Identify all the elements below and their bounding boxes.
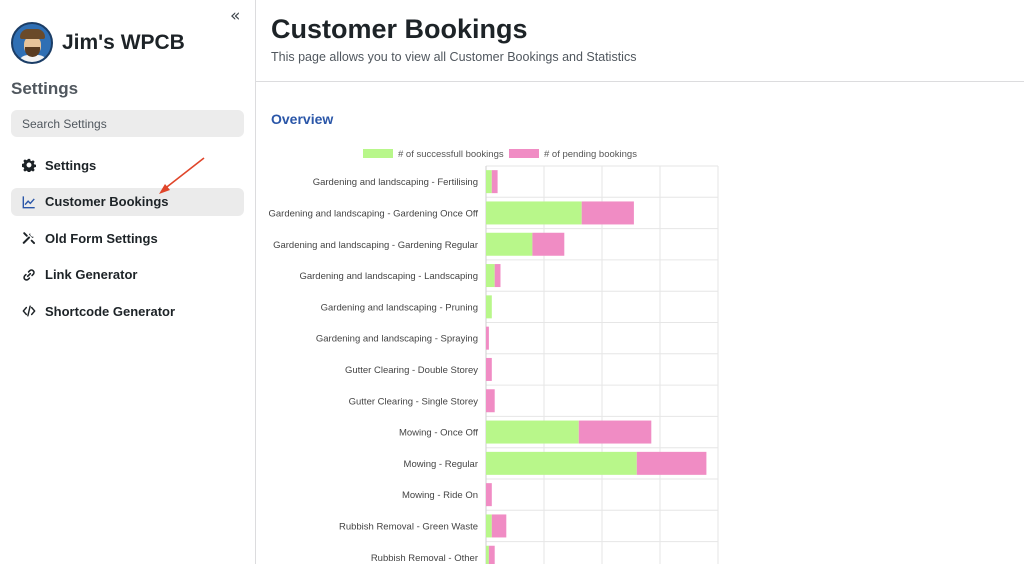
category-label: Rubbish Removal - Green Waste [339,521,478,532]
sidebar-item-old-form-settings[interactable]: Old Form Settings [11,224,244,252]
sidebar-item-label: Link Generator [45,267,138,282]
brand: Jim's WPCB [11,22,185,64]
bar-pending [488,545,495,564]
brand-name: Jim's WPCB [62,31,185,54]
sidebar-item-label: Settings [45,157,97,173]
bar-successful [486,420,579,444]
bookings-chart: # of successfull bookings # of pending bo… [256,140,1024,564]
bar-pending [491,170,498,194]
bar-pending [486,483,492,507]
category-label: Mowing - Once Off [399,428,478,439]
bookings-chart-svg: # of successfull bookings # of pending bo… [269,149,719,564]
sidebar: « Jim's WPCB Settings Settings Customer … [0,0,256,564]
main-content: Customer Bookings This page allows you t… [256,0,1024,564]
bar-successful [486,232,533,256]
code-icon [22,304,36,318]
bar-successful [486,545,489,564]
collapse-sidebar-icon[interactable]: « [230,6,241,26]
sidebar-item-shortcode-generator[interactable]: Shortcode Generator [11,297,244,325]
bar-pending [636,451,707,475]
category-label: Gardening and landscaping - Fertilising [313,177,478,188]
bar-pending [486,326,489,350]
overview-heading: Overview [271,111,334,127]
category-label: Gardening and landscaping - Gardening On… [269,208,479,219]
category-label: Rubbish Removal - Other [371,553,478,564]
bar-pending [532,232,565,256]
search-settings-input[interactable] [11,110,244,137]
sidebar-nav: Settings Customer Bookings Old Form Sett… [11,151,244,334]
bar-pending [486,357,492,381]
tools-icon [22,231,36,245]
category-label: Gutter Clearing - Double Storey [345,365,478,376]
sidebar-item-label: Shortcode Generator [45,303,176,319]
settings-heading: Settings [11,79,79,98]
sidebar-item-link-generator[interactable]: Link Generator [11,261,244,289]
bar-successful [486,514,492,538]
category-label: Gardening and landscaping - Spraying [316,334,478,345]
legend-label: # of pending bookings [544,149,637,160]
legend-swatch [509,149,539,158]
avatar [11,22,53,64]
sidebar-item-label: Old Form Settings [45,230,158,246]
sidebar-item-label: Customer Bookings [45,194,169,209]
page-description: This page allows you to view all Custome… [271,50,637,64]
category-label: Gardening and landscaping - Gardening Re… [273,240,478,251]
page-title: Customer Bookings [271,14,528,44]
bar-successful [486,264,495,288]
bar-successful [486,451,637,475]
bar-pending [581,201,634,225]
bar-successful [486,201,582,225]
category-label: Mowing - Ride On [402,490,478,501]
chart-line-icon [22,195,36,209]
bar-pending [578,420,652,444]
category-label: Gardening and landscaping - Landscaping [299,271,478,282]
bar-successful [486,295,492,319]
legend-label: # of successfull bookings [398,149,504,160]
sidebar-item-settings[interactable]: Settings [11,151,244,179]
category-label: Gutter Clearing - Single Storey [349,396,479,407]
legend-swatch [363,149,393,158]
category-label: Gardening and landscaping - Pruning [321,302,478,313]
link-icon [22,268,36,282]
page-header: Customer Bookings This page allows you t… [256,0,1024,82]
bar-pending [494,264,501,288]
gear-icon [22,158,36,172]
bar-pending [486,389,495,413]
sidebar-item-customer-bookings[interactable]: Customer Bookings [11,187,244,216]
bar-successful [486,170,492,194]
category-label: Mowing - Regular [404,459,478,470]
bar-pending [491,514,507,538]
